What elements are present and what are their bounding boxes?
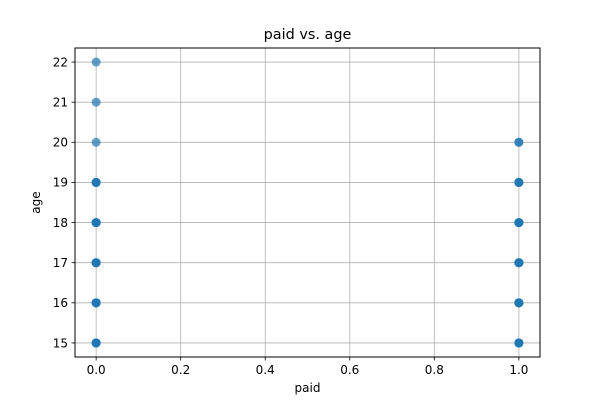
data-points [91, 57, 524, 348]
data-point [91, 218, 101, 228]
y-tick-label: 15 [53, 336, 68, 350]
data-point [514, 338, 524, 348]
y-tick-label: 22 [53, 55, 68, 69]
data-point [91, 258, 101, 268]
x-tick-label: 1.0 [509, 363, 528, 377]
y-tick-label: 16 [53, 296, 68, 310]
x-tick-label: 0.4 [256, 363, 275, 377]
y-tick-label: 18 [53, 216, 68, 230]
x-tick-label: 0.0 [87, 363, 106, 377]
x-tick-label: 0.6 [340, 363, 359, 377]
data-point [514, 258, 524, 268]
data-point [514, 298, 524, 308]
x-tick-label: 0.2 [171, 363, 190, 377]
data-point [514, 137, 524, 147]
data-point [91, 177, 101, 187]
data-point [91, 57, 101, 67]
y-tick-label: 20 [53, 136, 68, 150]
y-tick-label: 17 [53, 256, 68, 270]
data-point [514, 177, 524, 187]
data-point [514, 218, 524, 228]
y-axis-label: age [29, 191, 43, 213]
y-axis-ticks: 15 16 17 18 19 20 21 22 [53, 55, 75, 350]
data-point [91, 97, 101, 107]
plot-area-frame [74, 47, 541, 358]
y-tick-label: 19 [53, 176, 68, 190]
y-tick-label: 21 [53, 95, 68, 109]
x-tick-label: 0.8 [425, 363, 444, 377]
data-point [91, 338, 101, 348]
data-point [91, 298, 101, 308]
x-axis-ticks: 0.0 0.2 0.4 0.6 0.8 1.0 [87, 357, 528, 377]
chart-title: paid vs. age [264, 27, 352, 43]
data-point [91, 137, 101, 147]
x-axis-label: paid [295, 381, 321, 395]
grid-lines [75, 48, 540, 357]
